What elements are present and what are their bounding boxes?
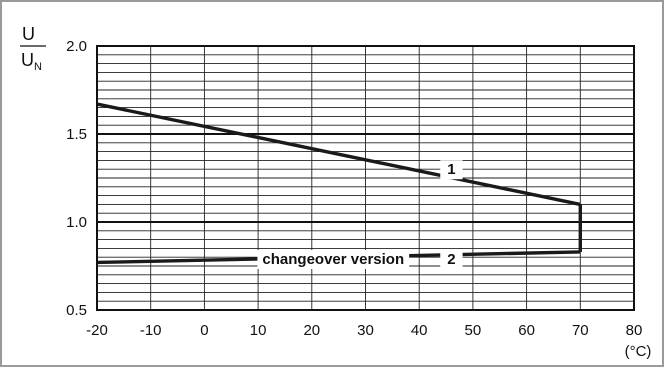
y-axis-ticks: 0.5 1.0 1.5 2.0 (66, 38, 87, 319)
series-layer (96, 102, 582, 265)
x-tick-label: -10 (140, 322, 162, 339)
plot-area-border (96, 45, 635, 311)
x-axis-ticks: -20 -10 0 10 20 30 40 50 60 70 80 (86, 322, 642, 339)
annotation-background (440, 160, 463, 180)
annotation-label: changeover version (262, 251, 404, 268)
annotation-background (440, 249, 463, 269)
annotation-label: 2 (447, 251, 455, 268)
major-gridlines (97, 133, 634, 223)
x-tick-label: 40 (411, 322, 428, 339)
annotations: 1 2 changeover version (257, 160, 463, 269)
y-tick-label: 1.0 (66, 214, 87, 231)
x-tick-label: 10 (250, 322, 267, 339)
annotation-label: 1 (447, 161, 455, 178)
y-tick-label: 1.5 (66, 126, 87, 143)
x-tick-label: 0 (200, 322, 208, 339)
y-label-denominator: U (21, 50, 34, 70)
x-tick-label: 30 (357, 322, 374, 339)
y-axis-label: U UN (20, 24, 46, 73)
y-tick-label: 0.5 (66, 302, 87, 319)
x-tick-label: 80 (626, 322, 643, 339)
x-tick-label: 70 (572, 322, 589, 339)
y-label-subscript: N (34, 61, 42, 73)
y-tick-label: 2.0 (66, 38, 87, 55)
x-tick-label: 20 (303, 322, 320, 339)
x-tick-label: -20 (86, 322, 108, 339)
svg-text:UN: UN (21, 50, 42, 73)
y-label-numerator: U (22, 24, 35, 44)
x-tick-label: 60 (518, 322, 535, 339)
annotation-background (257, 249, 410, 269)
x-axis-unit: (°C) (625, 343, 652, 360)
minor-gridlines (97, 46, 634, 310)
series-line-1 (96, 102, 581, 207)
x-tick-label: 50 (465, 322, 482, 339)
